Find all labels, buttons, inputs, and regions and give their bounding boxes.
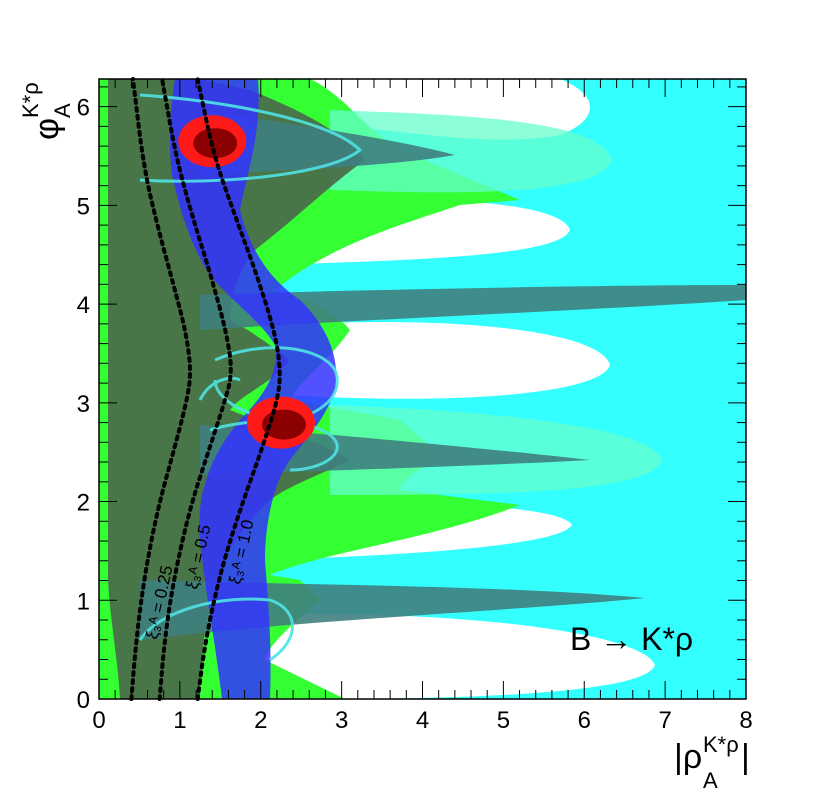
x-tick-label: 0 xyxy=(92,707,105,734)
x-tick-label: 6 xyxy=(578,707,591,734)
svg-text:|: | xyxy=(741,738,750,776)
contour-cyan-rings xyxy=(138,93,363,662)
x-tick-label: 1 xyxy=(173,707,186,734)
svg-text:K*ρ: K*ρ xyxy=(18,82,43,118)
process-label: B → K*ρ xyxy=(570,621,693,657)
region-blue-band xyxy=(169,79,337,699)
y-tick-label: 4 xyxy=(77,292,90,319)
contour-line-2 xyxy=(195,77,282,701)
svg-text:K*ρ: K*ρ xyxy=(703,732,739,757)
y-tick-label: 2 xyxy=(77,490,90,517)
contour-layer xyxy=(129,77,282,701)
svg-text:A: A xyxy=(50,103,75,118)
x-tick-label: 2 xyxy=(254,707,267,734)
y-tick-label: 1 xyxy=(77,588,90,615)
x-tick-labels: 0 1 2 3 4 5 6 7 8 xyxy=(92,707,752,734)
svg-text:|ρ: |ρ xyxy=(674,738,702,776)
y-tick-label: 6 xyxy=(77,95,90,122)
x-tick-label: 5 xyxy=(497,707,510,734)
y-tick-labels: 0 1 2 3 4 5 6 xyxy=(77,95,90,714)
x-tick-label: 3 xyxy=(335,707,348,734)
svg-text:φ: φ xyxy=(28,118,66,140)
region-cyan-mid xyxy=(330,110,662,495)
contour-line-1 xyxy=(157,77,233,701)
region-dark-green xyxy=(108,79,365,699)
x-tick-label: 7 xyxy=(658,707,671,734)
x-axis-title: |ρ A K*ρ | xyxy=(674,732,750,793)
x-tick-label: 8 xyxy=(739,707,752,734)
contour-line-0 xyxy=(129,77,192,701)
best-fit-core-0 xyxy=(193,128,238,159)
axis-ticks xyxy=(98,79,747,700)
y-axis-title: φ A K*ρ xyxy=(18,82,75,140)
x-tick-label: 4 xyxy=(416,707,429,734)
svg-text:A: A xyxy=(703,768,718,793)
y-tick-label: 0 xyxy=(77,687,90,714)
y-tick-label: 3 xyxy=(77,391,90,418)
y-tick-label: 5 xyxy=(77,193,90,220)
